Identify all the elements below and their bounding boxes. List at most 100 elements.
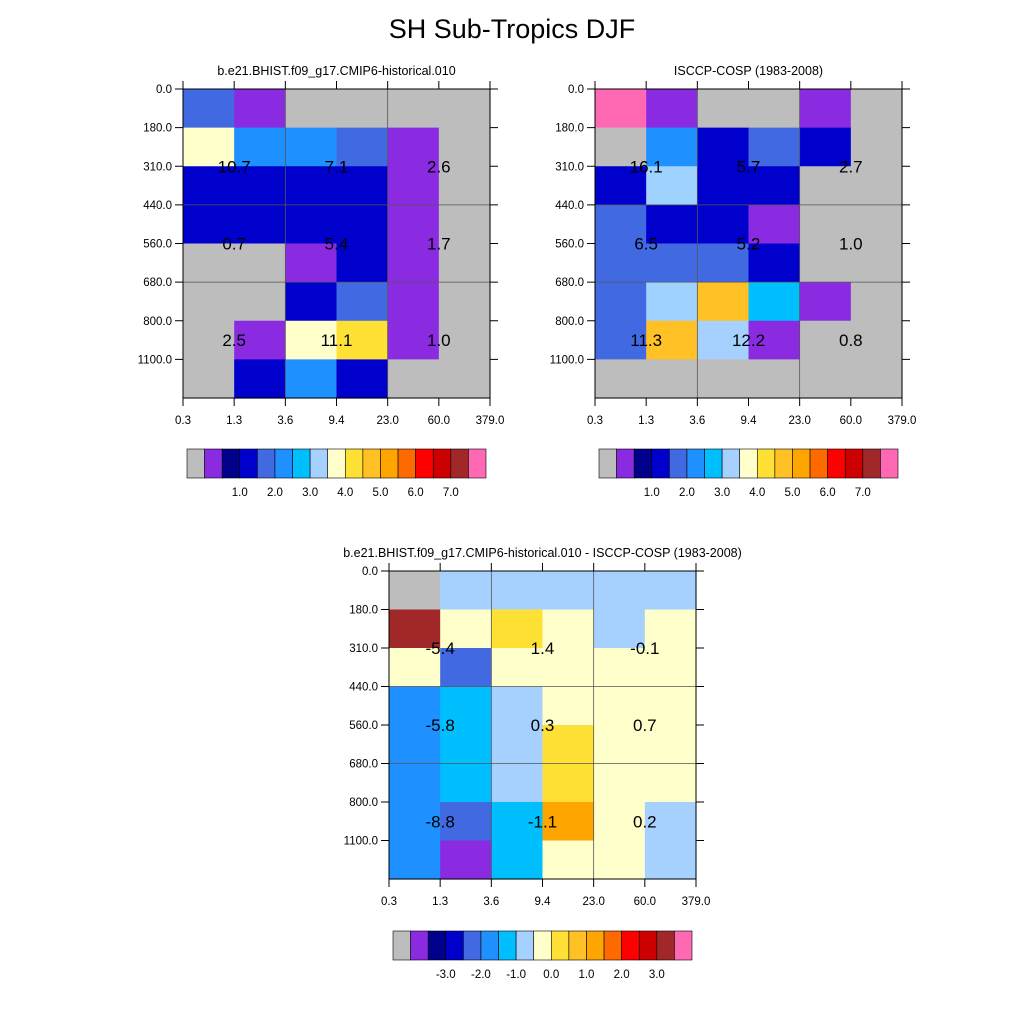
colorbar-swatch: [468, 448, 487, 479]
heatmap-cell: [748, 166, 801, 206]
x-tick-label: 379.0: [682, 896, 711, 908]
cell-value-label: 2.6: [427, 157, 451, 176]
colorbar-swatch: [533, 930, 552, 961]
heatmap-cell: [542, 571, 595, 611]
colorbar-label: 5.0: [372, 487, 388, 499]
heatmap-cell: [387, 166, 440, 206]
y-tick-label: 680.0: [555, 277, 584, 289]
heatmap-cell: [336, 243, 389, 283]
heatmap-cell: [748, 359, 801, 399]
colorbar-label: 4.0: [337, 487, 353, 499]
heatmap-cell: [593, 648, 646, 688]
heatmap-cell: [593, 686, 646, 726]
colorbar-swatch: [427, 930, 447, 961]
colorbar-swatch: [204, 448, 223, 479]
heatmap-cell: [850, 282, 903, 322]
colorbar-swatch: [739, 448, 758, 479]
y-tick-label: 560.0: [555, 239, 584, 251]
colorbar-swatch: [704, 448, 723, 479]
heatmap-cell: [595, 282, 647, 322]
y-tick-label: 0.0: [156, 84, 172, 96]
heatmap-cell: [183, 243, 235, 283]
y-tick-label: 1100.0: [550, 354, 584, 366]
x-tick-label: 379.0: [476, 415, 505, 427]
heatmap-cell: [595, 320, 647, 360]
y-tick-label: 560.0: [349, 720, 378, 732]
heatmap-cell: [491, 686, 544, 726]
heatmap-cell: [438, 320, 491, 360]
heatmap-cell: [595, 359, 647, 399]
heatmap-cell: [438, 243, 491, 283]
heatmap-cell: [748, 89, 801, 129]
colorbar-swatch: [415, 448, 434, 479]
colorbar-swatch: [344, 448, 364, 479]
heatmap-cell: [748, 282, 801, 322]
heatmap-cell: [234, 127, 286, 167]
heatmap-cell: [389, 725, 441, 765]
x-tick-label: 0.3: [381, 896, 397, 908]
y-tick-label: 800.0: [349, 797, 378, 809]
heatmap-cell: [183, 320, 235, 360]
heatmap-cell: [440, 648, 492, 688]
x-tick-label: 3.6: [483, 896, 499, 908]
cell-value-label: 0.2: [633, 812, 657, 831]
y-tick-label: 680.0: [143, 277, 172, 289]
heatmap-cell: [336, 166, 389, 206]
heatmap-cell: [542, 840, 595, 880]
heatmap-cell: [336, 127, 389, 167]
heatmap-cell: [593, 840, 646, 880]
heatmap-cell: [646, 243, 698, 283]
x-tick-label: 379.0: [888, 415, 917, 427]
colorbar-swatch: [621, 930, 640, 961]
heatmap-cell: [285, 243, 338, 283]
colorbar-swatch: [638, 930, 658, 961]
heatmap-cell: [542, 763, 595, 803]
colorbar-swatch: [397, 448, 416, 479]
colorbar-swatch: [616, 448, 635, 479]
colorbar-swatch: [774, 448, 793, 479]
heatmap-cell: [438, 282, 491, 322]
heatmap-cell: [850, 204, 903, 245]
colorbar-swatch: [844, 448, 864, 479]
panel-obs: ISCCP-COSP (1983-2008) 0.0 180.0 310.0 440.0…: [550, 64, 917, 499]
heatmap-cell: [438, 359, 491, 399]
heatmap-cell: [748, 127, 801, 167]
colorbar-label: 3.0: [649, 969, 665, 981]
heatmap-cell: [697, 89, 750, 129]
heatmap-cell: [438, 166, 491, 206]
heatmap-cell: [440, 609, 492, 649]
panel-model: b.e21.BHIST.f09_g17.CMIP6-historical.010…: [138, 64, 505, 499]
heatmap-cell: [285, 89, 338, 129]
heatmap-cell: [438, 89, 491, 129]
colorbar-label: 5.0: [784, 487, 800, 499]
heatmap-cell: [389, 609, 441, 649]
heatmap-cell: [336, 89, 389, 129]
heatmap-cell: [389, 686, 441, 726]
colorbar-swatch: [603, 930, 622, 961]
x-tick-label: 3.6: [277, 415, 293, 427]
colorbar-swatch: [362, 448, 381, 479]
heatmap-cell: [440, 571, 492, 611]
heatmap-cell: [336, 282, 389, 322]
x-tick-label: 23.0: [376, 415, 398, 427]
heatmap-cell: [595, 166, 647, 206]
colorbar-swatch: [721, 448, 741, 479]
cell-value-label: 16.1: [630, 157, 663, 176]
colorbar-label: -1.0: [506, 969, 526, 981]
colorbar-label: 2.0: [614, 969, 630, 981]
heatmap-cell: [850, 359, 903, 399]
heatmap-cell: [850, 166, 903, 206]
heatmap-cell: [542, 609, 595, 649]
heatmap-cell: [387, 320, 440, 360]
heatmap-cell: [697, 204, 750, 245]
heatmap-cell: [387, 89, 440, 129]
colorbar: 1.0 2.0 3.0 4.0 5.0 6.0 7.0: [598, 448, 899, 499]
heatmap-cell: [697, 282, 750, 322]
heatmap-cell: [440, 840, 492, 880]
colorbar-swatch: [568, 930, 587, 961]
colorbar-swatch: [480, 930, 499, 961]
heatmap-cell: [850, 127, 903, 167]
colorbar-swatch: [463, 930, 482, 961]
y-tick-label: 1100.0: [344, 836, 378, 848]
